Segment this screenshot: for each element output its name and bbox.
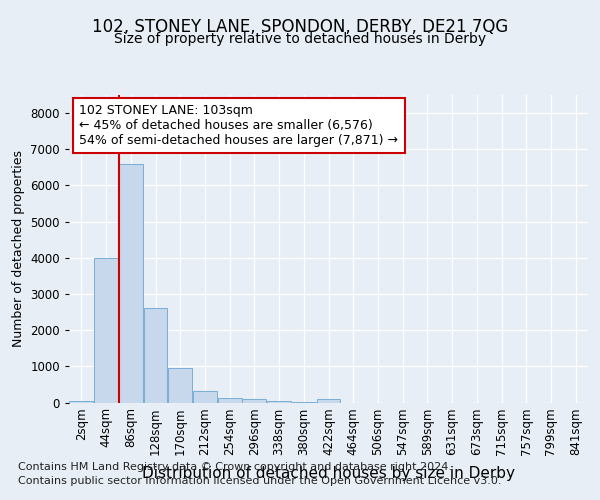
Bar xyxy=(317,399,340,402)
Bar xyxy=(70,400,94,402)
Text: 102, STONEY LANE, SPONDON, DERBY, DE21 7QG: 102, STONEY LANE, SPONDON, DERBY, DE21 7… xyxy=(92,18,508,36)
Text: Size of property relative to detached houses in Derby: Size of property relative to detached ho… xyxy=(114,32,486,46)
Bar xyxy=(94,258,118,402)
Bar xyxy=(218,398,242,402)
Y-axis label: Number of detached properties: Number of detached properties xyxy=(12,150,25,347)
Bar xyxy=(242,399,266,402)
Bar xyxy=(119,164,143,402)
Text: Contains public sector information licensed under the Open Government Licence v3: Contains public sector information licen… xyxy=(18,476,502,486)
Bar xyxy=(193,391,217,402)
Text: 102 STONEY LANE: 103sqm
← 45% of detached houses are smaller (6,576)
54% of semi: 102 STONEY LANE: 103sqm ← 45% of detache… xyxy=(79,104,398,147)
Bar xyxy=(168,368,192,402)
Bar xyxy=(143,308,167,402)
Text: Contains HM Land Registry data © Crown copyright and database right 2024.: Contains HM Land Registry data © Crown c… xyxy=(18,462,452,472)
X-axis label: Distribution of detached houses by size in Derby: Distribution of detached houses by size … xyxy=(142,466,515,481)
Bar xyxy=(267,401,291,402)
